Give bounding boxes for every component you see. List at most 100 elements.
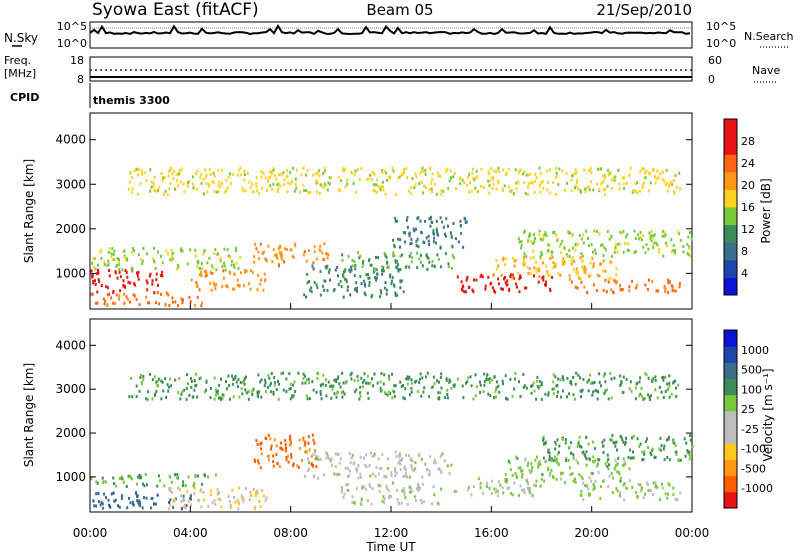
power-echo-cell [370,295,373,299]
power-echo-cell [232,287,234,291]
velocity-echo-cell [101,476,104,480]
velocity-echo-cell [302,376,305,380]
power-echo-cell [132,293,135,297]
velocity-echo-cell [489,394,492,398]
power-echo-cell [218,257,221,261]
velocity-echo-cell [521,469,524,473]
power-echo-cell [221,181,223,185]
velocity-echo-cell [416,390,419,393]
power-echo-cell [672,244,675,248]
power-echo-cell [99,250,102,254]
velocity-echo-cell [461,384,464,388]
velocity-echo-cell [411,459,414,463]
velocity-echo-cell [185,504,188,508]
power-echo-cell [656,169,659,173]
velocity-echo-cell [304,450,307,454]
power-echo-cell [410,260,413,264]
velocity-echo-cell [647,393,650,397]
power-echo-cell [664,290,667,294]
velocity-echo-cell [229,503,232,507]
velocity-echo-cell [332,384,335,388]
velocity-echo-cell [406,375,409,379]
velocity-echo-cell [613,441,616,445]
power-echo-cell [330,176,333,180]
velocity-echo-cell [241,497,244,500]
power-echo-cell [127,187,130,191]
power-echo-cell [318,248,321,252]
velocity-echo-cell [394,474,397,478]
power-echo-cell [148,274,151,278]
power-echo-cell [156,291,159,295]
velocity-echo-cell [547,450,550,454]
power-echo-cell [322,185,325,189]
power-echo-cell [214,287,217,291]
power-echo-cell [487,179,490,183]
velocity-echo-cell [408,393,411,397]
power-echo-cell [501,187,504,191]
power-echo-cell [678,171,681,175]
velocity-echo-cell [265,389,267,393]
velocity-echo-cell [272,390,275,394]
velocity-colorbar-segment [724,362,737,380]
power-echo-cell [442,189,445,193]
power-echo-cell [627,248,630,252]
velocity-echo-cell [156,484,159,488]
power-echo-cell [491,286,494,290]
velocity-echo-cell [404,496,407,500]
power-echo-cell [350,268,353,272]
velocity-echo-cell [280,441,283,445]
power-echo-cell [171,252,174,256]
power-echo-cell [667,291,670,294]
power-echo-cell [436,232,439,236]
power-echo-cell [545,280,547,284]
velocity-echo-cell [555,384,558,388]
power-echo-cell [346,182,349,186]
power-echo-cell [125,295,128,299]
power-echo-cell [453,256,456,260]
power-echo-cell [518,277,521,281]
velocity-echo-cell [568,466,571,470]
velocity-echo-cell [504,374,507,378]
velocity-echo-cell [676,498,679,502]
velocity-echo-cell [485,375,488,378]
power-echo-cell [446,167,449,171]
freq-label-top: Freq. [4,54,31,67]
power-echo-cell [613,278,616,282]
velocity-echo-cell [591,393,594,397]
power-echo-cell [581,254,584,258]
power-echo-cell [406,176,409,180]
power-echo-cell [169,182,172,186]
power-echo-cell [208,184,211,188]
velocity-echo-cell [362,456,365,460]
velocity-echo-cell [579,493,582,497]
power-echo-cell [463,181,466,185]
power-echo-cell [294,183,297,187]
power-echo-cell [279,253,282,257]
velocity-echo-cell [267,433,270,437]
power-echo-cell [665,241,667,245]
power-echo-cell [384,254,387,258]
velocity-echo-cell [565,459,568,463]
velocity-echo-cell [154,502,157,506]
velocity-echo-cell [329,384,332,388]
velocity-echo-cell [385,475,388,479]
velocity-echo-cell [663,444,666,448]
power-echo-cell [416,266,419,269]
power-echo-cell [594,248,597,252]
velocity-echo-cell [399,462,402,466]
power-echo-cell [609,171,612,175]
power-echo-cell [525,173,528,177]
velocity-echo-cell [606,460,609,464]
power-echo-cell [395,265,398,269]
velocity-echo-cell [672,486,675,490]
velocity-echo-cell [529,471,532,475]
power-echo-cell [564,261,567,265]
power-echo-cell [155,272,158,276]
power-echo-cell [657,289,660,293]
velocity-echo-cell [181,390,184,394]
power-echo-cell [346,288,349,292]
power-echo-cell [174,300,177,304]
power-echo-cell [146,252,148,256]
power-echo-cell [203,168,206,172]
power-echo-cell [593,229,596,233]
